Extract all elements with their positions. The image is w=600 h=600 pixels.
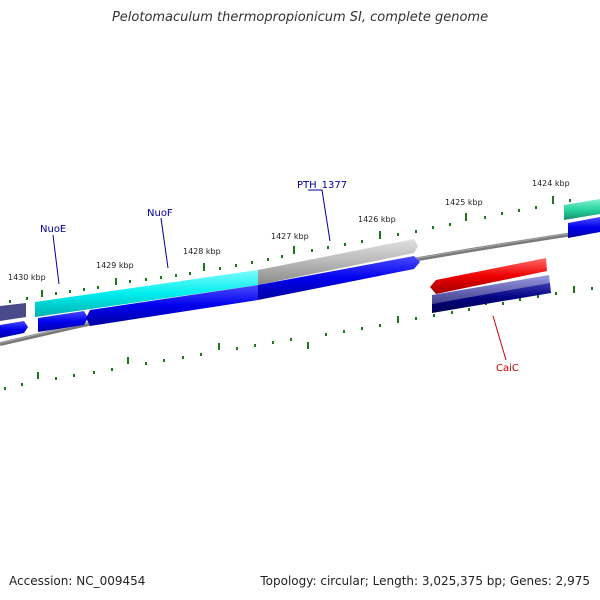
gene-feature[interactable] [432,275,550,304]
gene-feature[interactable] [430,258,547,294]
map-title: Pelotomaculum thermopropionicum SI, comp… [111,10,489,25]
gene-label-caic[interactable]: CaiC [496,363,519,374]
leader-line-nuoe [52,234,60,285]
gene-feature[interactable] [38,311,88,332]
gene-feature[interactable] [0,321,28,338]
lower-tick-ring [4,286,593,390]
gene-feature[interactable] [258,239,418,285]
gene-label-leaders [52,189,507,361]
gene-feature[interactable] [258,256,420,300]
tick-label-1424: 1424 kbp [532,179,570,188]
gene-feature[interactable] [86,285,258,326]
outer-strand-genes [0,199,600,321]
leader-line-nuof [160,217,169,269]
tick-labels: 1430 kbp 1429 kbp 1428 kbp 1427 kbp 1426… [8,179,570,282]
gene-label-nuoe[interactable]: NuoE [40,224,66,235]
gene-feature[interactable] [35,270,258,317]
gene-feature[interactable] [568,217,600,238]
genome-summary-text: Topology: circular; Length: 3,025,375 bp… [260,574,590,588]
tick-label-1430: 1430 kbp [8,273,46,282]
accession-text: Accession: NC_009454 [9,574,146,588]
upper-tick-ring [9,196,571,303]
tick-label-1428: 1428 kbp [183,247,221,256]
gene-label-pth1377[interactable]: PTH_1377 [297,180,347,191]
leader-line-caic [492,315,507,361]
tick-label-1429: 1429 kbp [96,261,134,270]
tick-label-1425: 1425 kbp [445,198,483,207]
tick-label-1426: 1426 kbp [358,215,396,224]
tick-label-1427: 1427 kbp [271,232,309,241]
leader-line-pth1377 [308,189,331,242]
gene-labels: NuoE NuoF PTH_1377 CaiC [40,180,519,374]
gene-feature[interactable] [432,283,551,313]
gene-label-nuof[interactable]: NuoF [147,208,173,219]
gene-feature[interactable] [564,199,600,220]
inner-strand-genes [0,217,600,338]
gene-feature[interactable] [0,303,26,321]
